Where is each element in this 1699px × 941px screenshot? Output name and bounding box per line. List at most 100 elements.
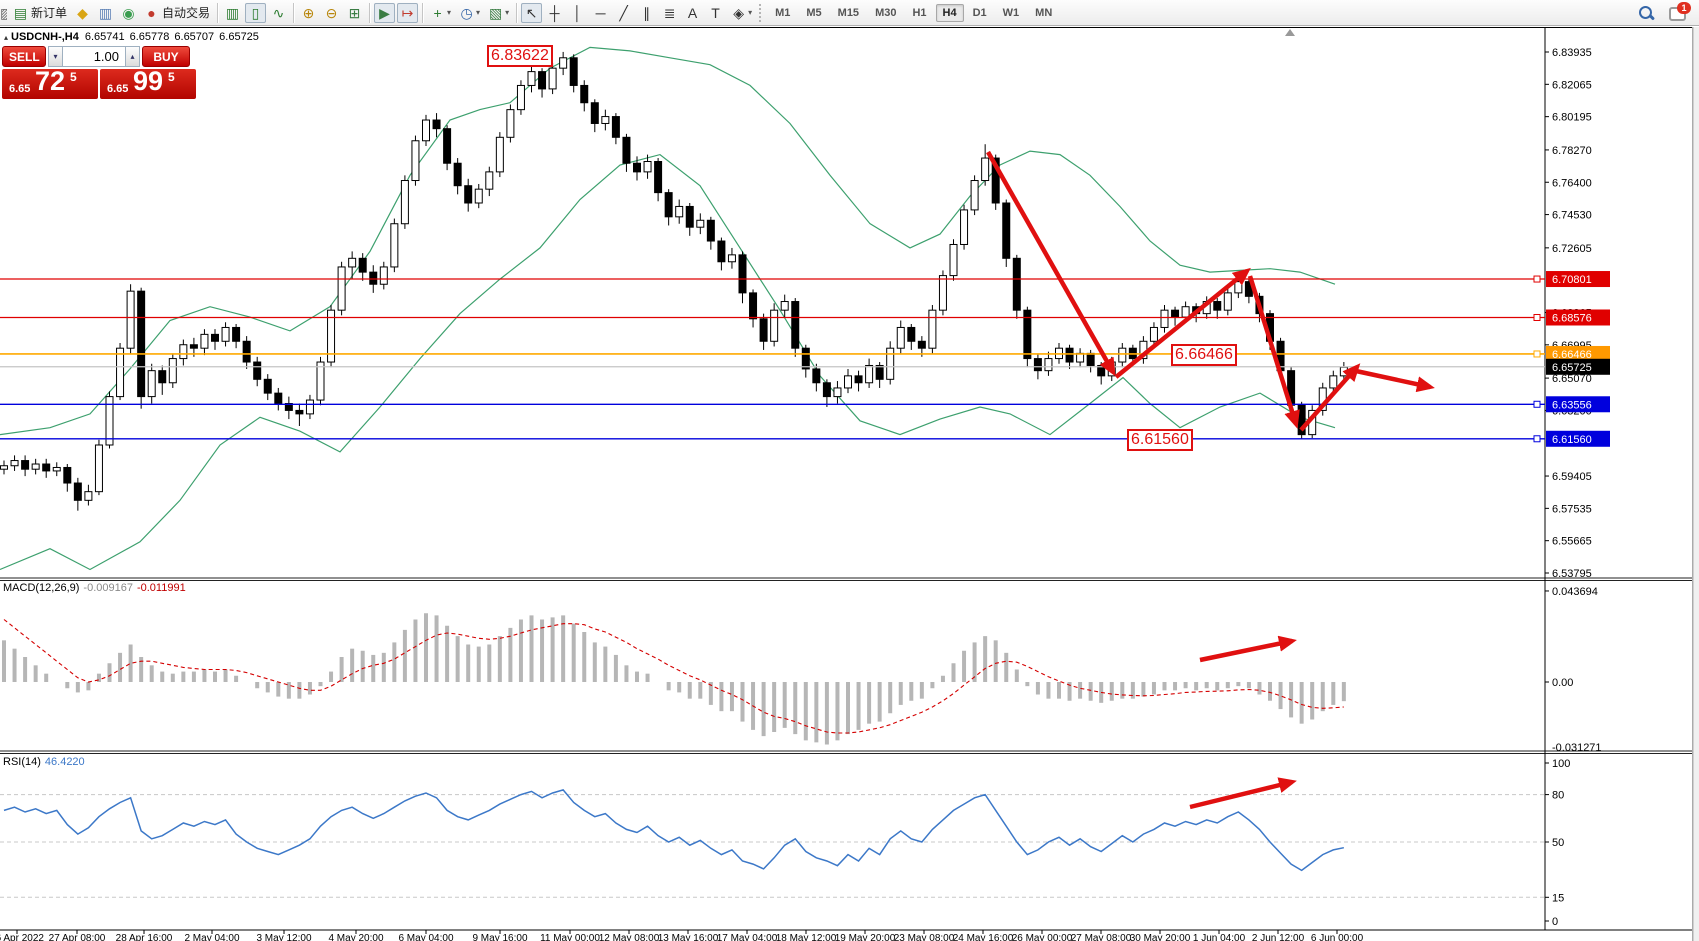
toolbar-group: ▶ ↦ [373,2,419,23]
zoom-in-button[interactable]: ⊕ [298,3,319,23]
volume-input[interactable]: 1.00 [63,46,125,67]
search-tail [1648,13,1656,20]
one-click-trade-panel: SELL ▾ 1.00 ▴ BUY 6.65 72 5 6.65 99 5 [2,46,200,99]
equidistant-channel-icon: ∥ [643,4,651,21]
tile-windows-button[interactable]: ⊞ [344,3,365,23]
chart-area[interactable]: 6.83935 6.82065 6.80195 6.78270 6.76400 6.745… [0,27,1699,941]
volume-decrease-button[interactable]: ▾ [48,46,63,67]
svg-text:6.80195: 6.80195 [1552,112,1592,124]
sell-price-big: 72 [35,66,66,96]
cursor-icon: ↖ [525,4,538,21]
timeframe-h4-button[interactable]: H4 [935,3,964,22]
templates-icon: ▧ [488,4,503,21]
window-edge-strip [1693,27,1699,941]
text-icon: A [687,4,698,21]
arrows-shapes-dropdown-icon[interactable]: ▾ [748,7,753,17]
svg-text:28 Apr 16:00: 28 Apr 16:00 [116,933,173,941]
svg-text:18 May 12:00: 18 May 12:00 [776,933,837,941]
text-label-button[interactable]: T [705,3,726,23]
svg-text:6 May 04:00: 6 May 04:00 [398,933,453,941]
vertical-line-button[interactable]: │ [567,3,588,23]
bollinger-upper [0,46,1336,436]
annotation-price-label-high[interactable]: 6.83622 [487,45,553,67]
signals-button[interactable]: ◉ [118,3,139,23]
symbol-marker-icon: ▴ [4,33,9,42]
svg-text:6.76400: 6.76400 [1552,177,1592,189]
timeframe-mn-button[interactable]: MN [1028,4,1059,22]
timeframe-m30-button[interactable]: M30 [868,4,903,22]
timeframe-w1-button[interactable]: W1 [996,4,1027,22]
templates-dropdown-icon[interactable]: ▾ [505,7,510,17]
timeframe-m15-button[interactable]: M15 [831,4,866,22]
periods-dropdown-icon[interactable]: ▾ [476,7,481,17]
svg-text:6.68576: 6.68576 [1552,312,1592,324]
equidistant-channel-button[interactable]: ∥ [636,3,657,23]
candlestick-chart-button[interactable]: ▯ [245,2,267,23]
line-chart-button[interactable]: ∿ [268,3,289,23]
auto-scroll-button[interactable]: ▶ [374,2,396,23]
annotation-price-label-low[interactable]: 6.61560 [1127,429,1193,451]
chart-shift-icon: ↦ [401,4,414,21]
zoom-out-icon: ⊖ [325,4,338,21]
buy-price-sup: 5 [168,70,175,84]
svg-text:6.55665: 6.55665 [1552,536,1592,548]
svg-text:27 Apr 08:00: 27 Apr 08:00 [49,933,106,941]
volume-increase-button[interactable]: ▴ [125,46,140,67]
indicators-dropdown-icon[interactable]: ▾ [447,7,452,17]
svg-text:12 May 08:00: 12 May 08:00 [599,933,660,941]
buy-price-big: 99 [133,66,164,96]
fibonacci-icon: ≣ [663,4,676,21]
bar-chart-button[interactable]: ▥ [222,3,243,23]
horizontal-levels [0,275,1545,443]
trendline-button[interactable]: ╱ [613,3,634,23]
horizontal-line-icon: ─ [595,4,606,21]
rsi-value: 46.4220 [44,756,85,768]
timeframe-h1-button[interactable]: H1 [905,4,933,22]
auto-scroll-icon: ▶ [379,4,390,21]
toolbar-separator [293,2,295,23]
svg-text:6.57535: 6.57535 [1552,503,1592,515]
annotation-price-label-mid[interactable]: 6.66466 [1171,344,1237,366]
text-button[interactable]: A [682,3,703,23]
svg-text:100: 100 [1552,758,1570,770]
new-order-label: 新订单 [31,5,68,20]
notification-badge: 1 [1677,1,1691,14]
sell-price-box[interactable]: 6.65 72 5 [2,66,98,99]
sell-button[interactable]: SELL [2,46,46,67]
timeframe-m5-button[interactable]: M5 [799,4,828,22]
svg-text:80: 80 [1552,790,1564,802]
cursor-button[interactable]: ↖ [521,2,543,23]
buy-price-box[interactable]: 6.65 99 5 [100,66,196,99]
svg-text:1 Jun 04:00: 1 Jun 04:00 [1193,933,1246,941]
line-chart-icon: ∿ [272,4,285,21]
clipped-icon: ▨ [0,4,7,21]
svg-text:6.70801: 6.70801 [1552,274,1592,286]
chart-profiles-button[interactable]: ◆ [72,3,93,23]
new-order-button[interactable]: ▤ 新订单 [10,3,70,23]
search-icon[interactable] [1637,4,1656,22]
svg-text:27 May 08:00: 27 May 08:00 [1071,933,1132,941]
buy-button[interactable]: BUY [142,46,190,67]
market-watch-button[interactable]: ▥ [95,3,116,23]
periods-icon: ◷ [460,4,473,21]
symbol-ohlc-line: ▴ USDCNH-,H4 6.65741 6.65778 6.65707 6.65725 [4,31,264,43]
chart-canvas[interactable]: 6.83935 6.82065 6.80195 6.78270 6.76400 6.745… [0,27,1699,941]
fibonacci-button[interactable]: ≣ [659,3,680,23]
timeframe-m1-button[interactable]: M1 [768,4,797,22]
timeframe-d1-button[interactable]: D1 [966,4,994,22]
templates-button[interactable]: ▧ ▾ [485,3,512,23]
arrows-shapes-button[interactable]: ◈ ▾ [728,3,755,23]
indicators-button[interactable]: + ▾ [427,3,454,23]
chart-shift-button[interactable]: ↦ [397,2,419,23]
horizontal-line-button[interactable]: ─ [590,3,611,23]
rsi-name: RSI(14) [3,756,41,768]
crosshair-button[interactable]: ┼ [544,3,565,23]
price-axis: 6.83935 6.82065 6.80195 6.78270 6.76400 6.745… [1545,47,1610,580]
periods-button[interactable]: ◷ ▾ [456,3,483,23]
time-axis: 26 Apr 2022 27 Apr 08:00 28 Apr 16:00 2 May… [0,930,1364,941]
notifications-icon[interactable]: 1 [1669,1,1691,22]
svg-text:0.00: 0.00 [1552,677,1573,689]
autotrading-button[interactable]: ● 自动交易 [141,3,213,23]
text-label-icon: T [711,4,720,21]
zoom-out-button[interactable]: ⊖ [321,3,342,23]
